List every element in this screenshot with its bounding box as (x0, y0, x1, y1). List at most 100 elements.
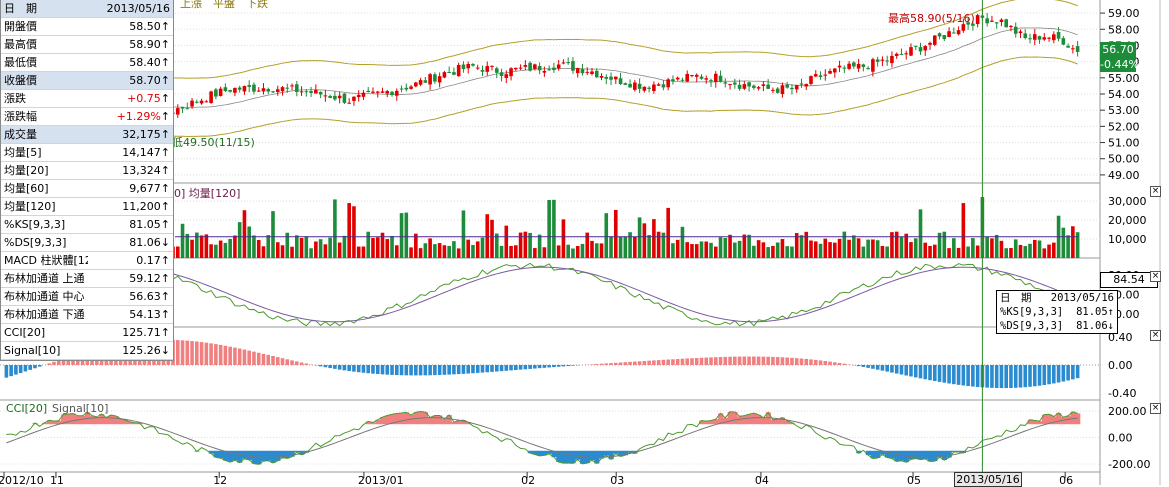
candle-body (790, 88, 794, 89)
close-macd-pane-icon[interactable]: × (1150, 330, 1161, 341)
candle-body (509, 68, 513, 76)
candle-body (619, 78, 623, 84)
volume-bar (666, 208, 670, 258)
volume-bar (1071, 226, 1075, 258)
volume-bar (733, 243, 737, 258)
macd-bar (604, 363, 608, 365)
price-tick-label: 55.00 (1108, 72, 1140, 85)
volume-bar (371, 238, 375, 258)
volume-bar (571, 249, 575, 258)
macd-bar (1023, 365, 1027, 387)
x-tick-label: 03 (610, 474, 624, 485)
candle-body (228, 90, 232, 92)
volume-bar (619, 237, 623, 258)
macd-bar (804, 359, 808, 365)
kd-value: 81.05 (1042, 305, 1114, 319)
volume-bar (604, 213, 608, 258)
macd-bar (728, 357, 732, 365)
macd-bar (690, 358, 694, 365)
candle-body (490, 66, 494, 67)
macd-bar (243, 350, 247, 365)
macd-bar (676, 359, 680, 365)
price-tick-label: 59.00 (1108, 7, 1140, 20)
volume-bar (504, 226, 508, 258)
candle-body (828, 71, 832, 74)
candle-body (681, 80, 685, 81)
candle-body (543, 71, 547, 73)
volume-bar (419, 248, 423, 258)
candle-body (585, 72, 589, 73)
cci-fill (399, 413, 404, 424)
macd-bar (343, 365, 347, 370)
macd-bar (28, 365, 32, 370)
volume-bar (243, 210, 247, 258)
macd-bar (186, 341, 190, 365)
volume-bar (333, 199, 337, 258)
candle-body (290, 85, 294, 86)
macd-bar (271, 356, 275, 365)
candle-body (1004, 19, 1008, 27)
volume-tick-label: 20,000 (1108, 214, 1147, 227)
info-value: 32,175 (88, 126, 173, 143)
volume-bar (600, 243, 604, 258)
info-label: 成交量 (1, 126, 88, 143)
macd-bar (985, 365, 989, 388)
macd-bar (919, 365, 923, 378)
volume-bar (266, 235, 270, 258)
info-label: 均量[60] (1, 180, 88, 197)
volume-bar (176, 247, 180, 258)
candle-body (871, 59, 875, 71)
macd-bar (400, 365, 404, 375)
cci-fill (604, 451, 609, 456)
volume-bar (447, 246, 451, 258)
macd-bar (1071, 365, 1075, 379)
candle-body (738, 85, 742, 89)
candle-body (400, 89, 404, 90)
candle-body (514, 68, 518, 69)
macd-bar (433, 365, 437, 375)
candle-body (604, 77, 608, 79)
macd-bar (714, 357, 718, 365)
candle-body (657, 84, 661, 85)
macd-bar (1028, 365, 1032, 387)
candle-body (724, 82, 728, 83)
cci-fill (775, 419, 780, 424)
candle-body (266, 89, 270, 91)
macd-bar (624, 362, 628, 365)
candle-body (433, 74, 437, 81)
candle-body (305, 91, 309, 92)
macd-bar (971, 365, 975, 387)
macd-bar (362, 365, 366, 373)
candle-body (962, 24, 966, 31)
macd-tick-label: 0.00 (1108, 359, 1133, 372)
candle-body (571, 61, 575, 71)
close-kd-pane-icon[interactable]: × (1150, 271, 1161, 282)
candle-body (795, 85, 799, 89)
price-tick-label: 52.00 (1108, 120, 1140, 133)
macd-bar (452, 365, 456, 374)
volume-bar (1042, 248, 1046, 258)
candle-body (638, 84, 642, 89)
kd-tooltip: 日 期2013/05/16%KS[9,3,3]81.05%DS[9,3,3]81… (996, 290, 1118, 334)
macd-bar (466, 365, 470, 374)
volume-bar (552, 200, 556, 258)
volume-bar (709, 243, 713, 258)
close-cci-pane-icon[interactable]: × (1150, 403, 1161, 414)
candle-body (1076, 46, 1080, 52)
volume-bar (823, 239, 827, 258)
info-value: 81.06 (88, 234, 173, 251)
volume-bar (957, 248, 961, 258)
cci-fill (771, 420, 776, 424)
macd-bar (909, 365, 913, 376)
candle-body (1000, 20, 1004, 22)
macd-bar (900, 365, 904, 375)
info-label: MACD 柱狀體[12 (1, 252, 88, 269)
candle-body (995, 22, 999, 23)
close-volume-pane-icon[interactable]: × (1150, 186, 1161, 197)
candle-body (352, 97, 356, 101)
cci-fill (747, 414, 752, 424)
